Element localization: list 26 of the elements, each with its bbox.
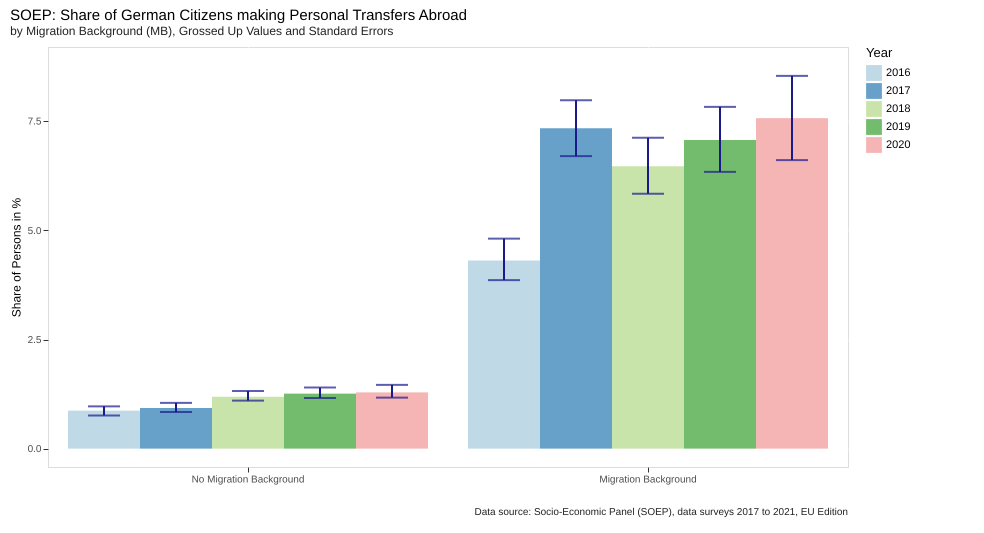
y-tick-label: 7.5 [28,116,42,128]
x-tick-label: No Migration Background [192,474,304,486]
y-tick-label: 5.0 [28,226,42,237]
legend-label: 2016 [886,67,910,79]
bar [612,166,684,449]
chart-title: SOEP: Share of German Citizens making Personal Transfers Abroad [10,7,467,24]
legend-label: 2017 [886,85,910,97]
x-tick-label: Migration Background [599,474,697,486]
bar [68,410,140,449]
chart-subtitle: by Migration Background (MB), Grossed Up Values and Standard Errors [10,24,394,38]
legend-title: Year [866,45,893,60]
bar [284,394,356,449]
bar [356,392,428,449]
y-tick-label: 2.5 [28,335,42,346]
bar [756,118,828,449]
legend-label: 2020 [886,139,910,151]
bar [140,408,212,449]
legend-label: 2019 [886,121,910,133]
bar [212,396,284,449]
y-axis-title: Share of Persons in % [10,197,24,318]
legend-label: 2018 [886,103,910,115]
source-note: Data source: Socio-Economic Panel (SOEP), data surveys 2017 to 2021, EU Edition [474,507,848,518]
bar [468,260,540,449]
bar [540,128,612,449]
y-tick-label: 0.0 [28,444,42,456]
bar [684,140,756,449]
